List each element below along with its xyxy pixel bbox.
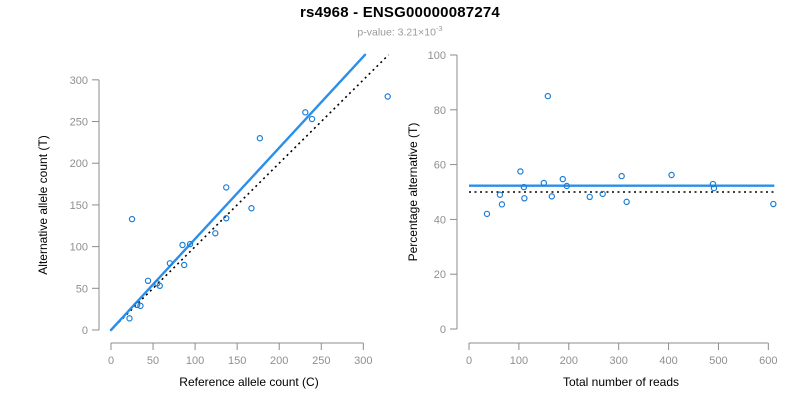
data-point	[179, 241, 186, 249]
y-axis-title: Alternative allele count (T)	[36, 135, 50, 274]
data-point	[586, 193, 593, 201]
data-point	[248, 205, 255, 212]
identity-line	[110, 54, 390, 331]
y-tick-label: 150	[70, 200, 88, 212]
x-tick-label: 300	[354, 355, 372, 367]
data-point	[520, 183, 528, 191]
data-point	[618, 172, 625, 180]
data-point	[308, 115, 316, 123]
data-point	[548, 193, 556, 200]
x-tick-label: 500	[709, 355, 727, 367]
x-tick-label: 300	[609, 355, 627, 367]
y-tick-label: 250	[70, 117, 88, 129]
data-point	[223, 184, 230, 191]
y-tick-label: 20	[434, 269, 446, 281]
data-point	[517, 168, 524, 175]
y-tick-label: 80	[434, 105, 446, 117]
data-point	[166, 260, 174, 267]
y-tick-label: 60	[434, 160, 446, 172]
x-axis-title: Reference allele count (C)	[179, 375, 318, 389]
data-point	[544, 92, 552, 100]
x-axis-title: Total number of reads	[563, 375, 679, 389]
left-panel: 0 50 100 150 200 250 300 0 50 100 150 200 250 300 Refe…	[36, 53, 391, 389]
right-panel: 0 100 200 300 400 500 600 0 20 40 60 80 100 Total num…	[406, 50, 778, 389]
data-point	[302, 109, 309, 116]
data-point	[563, 182, 570, 190]
data-point	[223, 215, 230, 222]
data-point	[180, 261, 188, 269]
data-point	[133, 301, 141, 309]
y-tick-label: 100	[70, 242, 88, 254]
data-point	[540, 179, 548, 187]
data-point	[770, 200, 777, 208]
y-tick-label: 50	[76, 283, 88, 295]
y-tick-label: 200	[70, 158, 88, 170]
data-point	[709, 180, 717, 188]
x-tick-label: 100	[510, 355, 528, 367]
y-tick-label: 100	[428, 50, 446, 62]
data-point	[186, 240, 194, 248]
data-point	[521, 195, 528, 202]
data-point	[137, 302, 144, 310]
data-point	[256, 135, 264, 142]
data-point	[710, 184, 718, 192]
pvalue-subtitle: p-value: 3.21×10-3	[0, 24, 800, 39]
data-point	[599, 190, 606, 198]
y-tick-label: 0	[440, 324, 446, 336]
y-tick-label: 300	[70, 75, 88, 87]
data-point	[498, 201, 506, 208]
x-tick-label: 600	[759, 355, 777, 367]
data-point	[496, 191, 504, 198]
x-tick-label: 100	[186, 355, 204, 367]
pvalue-exponent: -3	[435, 24, 443, 33]
data-point	[384, 93, 391, 100]
pvalue-mantissa: 3.21×10	[397, 26, 436, 39]
data-point	[144, 277, 152, 284]
data-point	[483, 210, 491, 218]
x-tick-label: 0	[108, 355, 114, 367]
x-tick-label: 200	[270, 355, 288, 367]
x-tick-label: 50	[147, 355, 159, 367]
pvalue-prefix: p-value:	[357, 26, 398, 39]
regression-line	[109, 53, 367, 332]
x-tick-label: 150	[228, 355, 246, 367]
page-title: rs4968 - ENSG00000087274	[300, 4, 500, 21]
data-point	[126, 315, 133, 322]
y-axis-title: Percentage alternative (T)	[406, 123, 420, 262]
data-point	[156, 282, 163, 290]
x-tick-label: 400	[659, 355, 677, 367]
data-point	[559, 175, 566, 183]
x-tick-label: 0	[466, 355, 472, 367]
x-tick-label: 200	[560, 355, 578, 367]
data-point	[623, 198, 630, 206]
x-tick-label: 250	[312, 355, 330, 367]
y-tick-label: 0	[82, 325, 88, 337]
data-point	[212, 230, 219, 237]
data-point	[668, 171, 675, 179]
y-tick-label: 40	[434, 214, 446, 226]
data-point	[128, 215, 136, 223]
